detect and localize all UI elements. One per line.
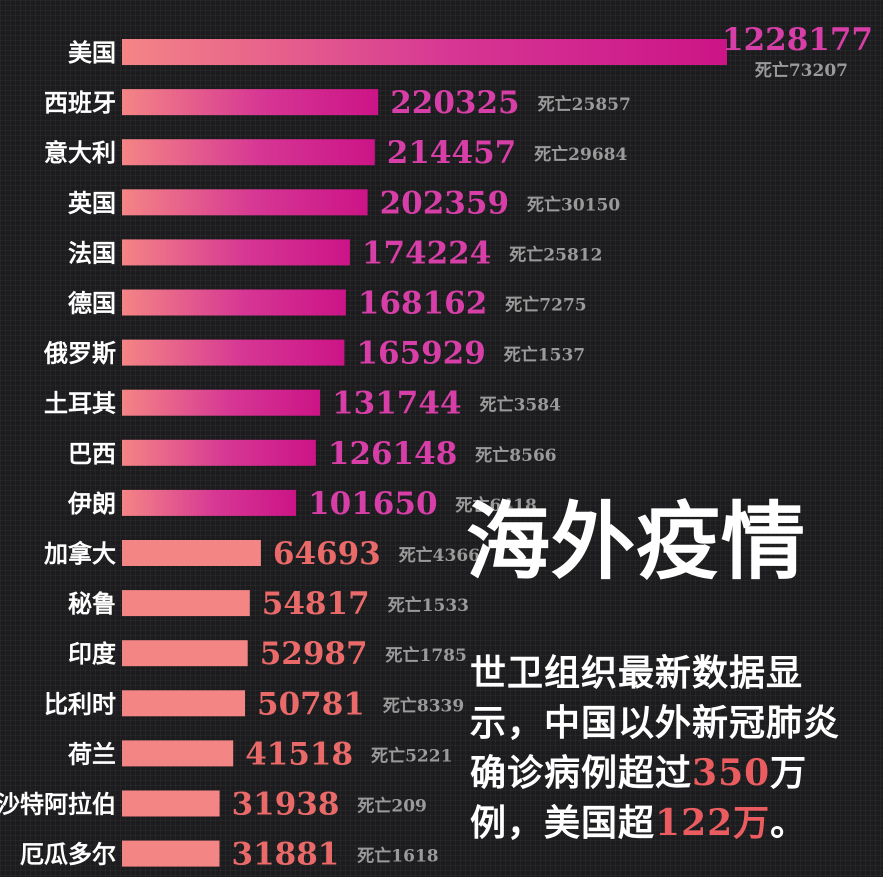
case-bar	[122, 740, 234, 767]
description-text-1: 世卫组织最新数据显示，中国以外新冠肺炎确诊病例超过	[470, 652, 841, 794]
case-bar	[122, 239, 350, 266]
country-label: 巴西	[68, 439, 116, 468]
case-bar	[122, 39, 727, 65]
case-value: 64693	[273, 536, 381, 572]
death-value: 死亡73207	[755, 60, 848, 81]
case-bar	[122, 439, 316, 466]
case-value: 54817	[262, 586, 370, 622]
case-value: 31938	[232, 787, 340, 823]
description-text-2: 万例，美国超	[470, 752, 808, 844]
case-bar	[122, 89, 379, 116]
country-label: 比利时	[44, 689, 116, 718]
case-value: 220325	[390, 85, 519, 121]
death-value: 死亡29684	[534, 144, 627, 165]
country-label: 法国	[68, 238, 116, 267]
country-label: 俄罗斯	[43, 339, 116, 368]
description-number-1: 350	[692, 752, 771, 794]
country-label: 伊朗	[67, 489, 116, 518]
case-value: 41518	[245, 736, 353, 772]
case-bar	[122, 590, 250, 617]
death-value: 死亡30150	[527, 194, 620, 215]
case-bar	[122, 790, 220, 817]
description-text-3: 。	[770, 802, 808, 844]
country-label: 加拿大	[44, 539, 116, 568]
case-bar	[122, 690, 245, 717]
case-value: 202359	[380, 185, 509, 221]
country-label: 荷兰	[68, 739, 116, 768]
headline: 海外疫情	[466, 492, 807, 591]
death-value: 死亡5221	[371, 745, 452, 766]
country-label: 秘鲁	[68, 589, 116, 618]
death-value: 死亡6418	[456, 495, 537, 516]
death-value: 死亡4366	[399, 545, 480, 566]
country-label: 德国	[68, 289, 116, 318]
case-value: 131744	[332, 386, 461, 422]
country-label: 意大利	[44, 138, 116, 167]
country-label: 西班牙	[44, 88, 116, 117]
country-label: 印度	[68, 639, 117, 668]
country-label: 厄瓜多尔	[20, 840, 116, 869]
case-value: 168162	[358, 286, 487, 322]
description-number-2: 122万	[655, 802, 771, 844]
case-bar	[122, 189, 368, 216]
case-bar	[122, 339, 345, 366]
death-value: 死亡8339	[383, 695, 464, 716]
case-value: 31881	[232, 837, 340, 873]
case-value: 50781	[257, 686, 365, 722]
death-value: 死亡3584	[480, 395, 561, 416]
country-label: 美国	[68, 38, 116, 67]
death-value: 死亡7275	[505, 295, 586, 316]
case-value: 174224	[362, 235, 491, 271]
case-bar	[122, 840, 220, 867]
description: 世卫组织最新数据显示，中国以外新冠肺炎确诊病例超过350万例，美国超122万。	[470, 648, 870, 848]
country-label: 土耳其	[44, 389, 116, 418]
death-value: 死亡209	[357, 796, 427, 817]
death-value: 死亡1537	[504, 345, 585, 366]
case-value: 1228177	[722, 22, 873, 58]
country-label: 英国	[68, 188, 116, 217]
death-value: 死亡1785	[386, 645, 467, 666]
case-value: 101650	[308, 486, 437, 522]
case-bar	[122, 640, 248, 667]
case-value: 52987	[260, 636, 368, 672]
case-value: 214457	[387, 135, 516, 171]
death-value: 死亡1618	[357, 846, 438, 867]
death-value: 死亡1533	[388, 595, 469, 616]
case-value: 126148	[328, 436, 457, 472]
case-bar	[122, 289, 346, 316]
case-bar	[122, 389, 321, 416]
death-value: 死亡8566	[475, 445, 556, 466]
death-value: 死亡25812	[509, 244, 602, 265]
case-bar	[122, 540, 261, 566]
case-bar	[122, 139, 375, 166]
country-label: 沙特阿拉伯	[0, 790, 116, 819]
case-bar	[122, 489, 297, 516]
death-value: 死亡25857	[538, 94, 631, 115]
case-value: 165929	[356, 336, 485, 372]
